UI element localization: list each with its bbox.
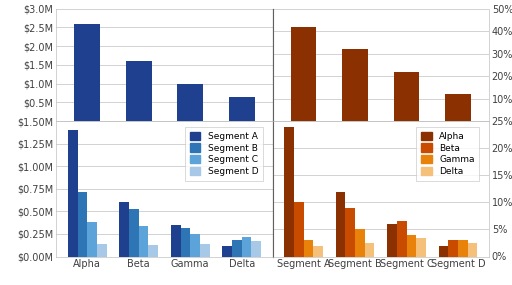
Bar — [346, 208, 355, 256]
Bar — [313, 246, 323, 256]
Bar — [148, 245, 158, 256]
Legend: Alpha, Beta, Gamma, Delta: Alpha, Beta, Gamma, Delta — [416, 127, 479, 181]
Bar — [119, 202, 129, 256]
Bar — [336, 192, 346, 256]
Bar — [222, 246, 232, 256]
Bar — [68, 130, 77, 256]
Bar — [190, 234, 200, 256]
Bar — [394, 72, 419, 121]
Legend: Segment A, Segment B, Segment C, Segment D: Segment A, Segment B, Segment C, Segment… — [185, 127, 263, 181]
Bar — [200, 244, 209, 256]
Bar — [294, 202, 304, 256]
Bar — [126, 61, 152, 121]
Bar — [139, 226, 148, 256]
Bar — [232, 240, 242, 256]
Bar — [365, 243, 374, 256]
Bar — [387, 224, 397, 256]
Bar — [74, 24, 100, 121]
Bar — [181, 228, 190, 256]
Bar — [77, 192, 87, 256]
Bar — [397, 221, 407, 256]
Bar — [284, 127, 294, 256]
Bar — [304, 240, 313, 256]
Bar — [171, 225, 181, 256]
Bar — [355, 229, 365, 256]
Bar — [97, 244, 106, 256]
Bar — [177, 84, 203, 121]
Bar — [87, 222, 97, 256]
Bar — [242, 237, 251, 256]
Bar — [251, 241, 261, 256]
Bar — [439, 246, 449, 256]
Bar — [342, 49, 368, 121]
Bar — [445, 94, 471, 121]
Bar — [416, 238, 426, 256]
Bar — [458, 240, 468, 256]
Bar — [407, 235, 416, 256]
Bar — [129, 209, 139, 256]
Bar — [468, 243, 477, 256]
Bar — [291, 27, 316, 121]
Bar — [229, 97, 254, 121]
Bar — [449, 240, 458, 256]
